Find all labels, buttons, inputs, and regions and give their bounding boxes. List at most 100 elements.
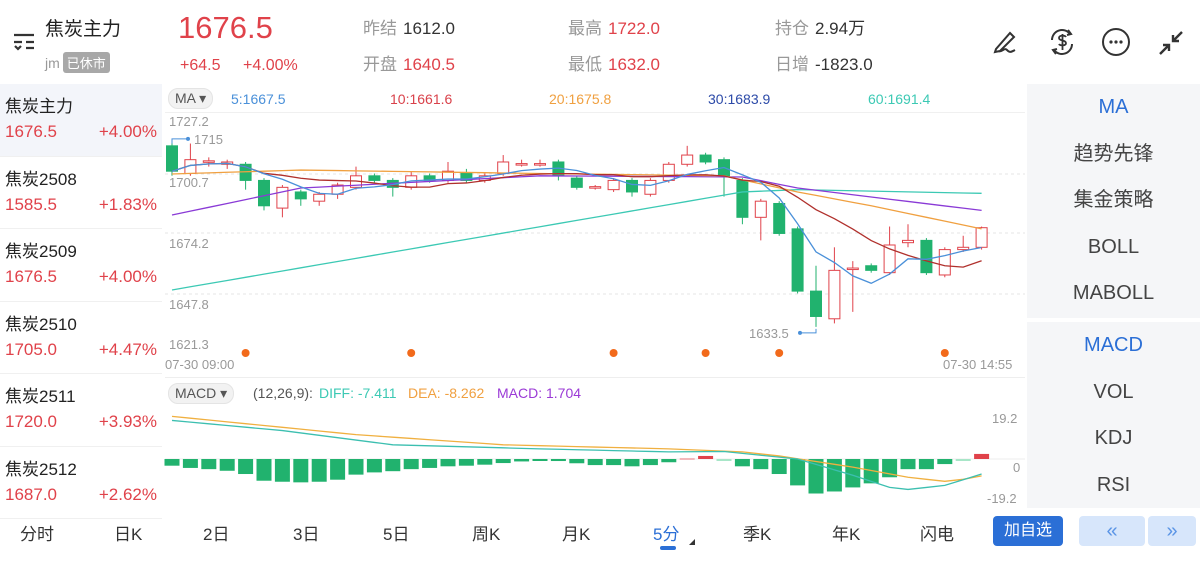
candle-body [368, 175, 381, 181]
candle-body [938, 249, 951, 276]
macd-bar [790, 459, 806, 486]
macd-bar [366, 459, 382, 473]
candle-body [699, 154, 712, 163]
candle-body [313, 193, 326, 202]
candle-body [736, 179, 749, 218]
indicator-option[interactable]: BOLL [1087, 235, 1140, 258]
candle-body [294, 191, 307, 200]
stat-item: 昨结 1612.0 [363, 14, 455, 39]
indicator-option[interactable]: MACD [1084, 334, 1143, 356]
period-tab[interactable]: 5分 [653, 525, 680, 544]
menu-icon[interactable] [12, 32, 36, 52]
candle-body [681, 154, 694, 165]
candle-body [883, 244, 896, 274]
divider [165, 112, 1025, 113]
low-marker [800, 328, 817, 334]
macd-bar [826, 459, 842, 492]
stat-item: 最高 1722.0 [568, 14, 660, 39]
dea-line [171, 415, 982, 482]
candle-body [846, 267, 859, 271]
macd-tick-zero: 0 [1013, 460, 1021, 475]
macd-bar [679, 457, 695, 460]
contract-item-pct: +4.47% [98, 339, 157, 359]
candle-body [865, 265, 878, 271]
indicator-option[interactable]: 趋势先锋 [1073, 142, 1154, 165]
stat-value: 1612.0 [403, 19, 455, 38]
contract-item-price: 1676.5 [5, 267, 57, 286]
indicator-option[interactable]: VOL [1093, 380, 1134, 403]
prev-button[interactable]: « [1079, 516, 1145, 546]
period-tab[interactable]: 闪电 [920, 525, 954, 544]
contract-item-price: 1676.5 [5, 122, 57, 141]
ma-legend-item: 5:1667.5 [231, 91, 286, 107]
period-tab[interactable]: 2日 [203, 525, 230, 544]
macd-bar [514, 459, 530, 462]
contract-list-item[interactable]: 焦炭2508 1585.5 +1.83% [0, 157, 162, 229]
indicator-option[interactable]: KDJ [1094, 427, 1133, 449]
low-annotation: 1633.5 [749, 326, 789, 341]
period-tab[interactable]: 月K [562, 525, 591, 544]
macd-bar [734, 459, 750, 467]
contract-item-name: 焦炭2509 [5, 242, 77, 261]
stat-value: 1640.5 [403, 55, 455, 74]
macd-selector[interactable]: MACD ▾ [168, 383, 235, 404]
dropdown-triangle-icon [689, 539, 695, 545]
indicator-option[interactable]: RSI [1096, 473, 1131, 496]
contract-item-name: 焦炭2512 [5, 459, 77, 479]
contract-list-item[interactable]: 焦炭2512 1687.0 +2.62% [0, 447, 162, 519]
event-dot [241, 349, 250, 357]
contract-code: jm 已休市 [45, 52, 110, 73]
candle-body [773, 202, 786, 234]
contract-list-item[interactable]: 焦炭2510 1705.0 +4.47% [0, 302, 162, 374]
contract-list-item[interactable]: 焦炭2509 1676.5 +4.00% [0, 229, 162, 302]
candle-body [276, 186, 289, 209]
candle-body [570, 177, 583, 188]
contract-item-quote: 1705.0 +4.47% [5, 340, 157, 360]
stat-label: 开盘 [363, 55, 397, 74]
indicator-option[interactable]: MA [1098, 96, 1129, 118]
ma-legend-item: 20:1675.8 [549, 91, 612, 107]
macd-bar [238, 459, 254, 475]
macd-bar [606, 459, 622, 466]
macd-bar [403, 459, 419, 470]
contract-item-name: 焦炭2508 [5, 169, 77, 189]
period-tab[interactable]: 周K [472, 525, 501, 544]
candle-body [957, 246, 970, 251]
indicator-option[interactable]: MABOLL [1072, 282, 1155, 304]
price-change: +64.5 [180, 57, 221, 74]
stat-label: 持仓 [775, 19, 809, 38]
period-tab[interactable]: 5日 [383, 525, 410, 544]
stat-value: 1722.0 [608, 19, 660, 38]
event-dot [407, 349, 416, 357]
macd-bar [256, 459, 272, 481]
macd-bar [458, 459, 474, 466]
ma-selector[interactable]: MA ▾ [168, 88, 214, 109]
ma-legend-item: 60:1691.4 [868, 91, 931, 107]
y-tick-label: 1621.3 [169, 337, 209, 352]
candle-body [626, 179, 638, 193]
indicator-option[interactable]: 集金策略 [1073, 189, 1154, 211]
macd-bar [274, 459, 290, 482]
period-tab[interactable]: 年K [832, 525, 861, 544]
period-tab[interactable]: 季K [743, 525, 772, 544]
next-button[interactable]: » [1148, 516, 1196, 546]
event-dot [609, 349, 618, 357]
event-dot [775, 349, 784, 357]
contract-item-name: 焦炭主力 [5, 97, 73, 116]
macd-bar [385, 459, 401, 472]
period-tab[interactable]: 日K [114, 525, 143, 544]
period-tab[interactable]: 3日 [293, 525, 320, 544]
ma10-line [171, 162, 982, 268]
contract-item-quote: 1676.5 +4.00% [5, 267, 157, 287]
contract-item-pct: +2.62% [98, 484, 157, 504]
add-watchlist-button[interactable]: 加自选 [993, 516, 1063, 546]
contract-list: 焦炭主力 1676.5 +4.00% 焦炭2508 1585.5 +1.83% 焦炭2509… [0, 84, 162, 519]
contract-item-quote: 1585.5 +1.83% [5, 195, 157, 215]
contract-list-item[interactable]: 焦炭主力 1676.5 +4.00% [0, 84, 162, 157]
event-dot [701, 349, 710, 357]
ma30-line [171, 175, 982, 216]
period-tab[interactable]: 分时 [20, 525, 54, 544]
stat-value: -1823.0 [815, 55, 873, 74]
contract-list-item[interactable]: 焦炭2511 1720.0 +3.93% [0, 374, 162, 447]
